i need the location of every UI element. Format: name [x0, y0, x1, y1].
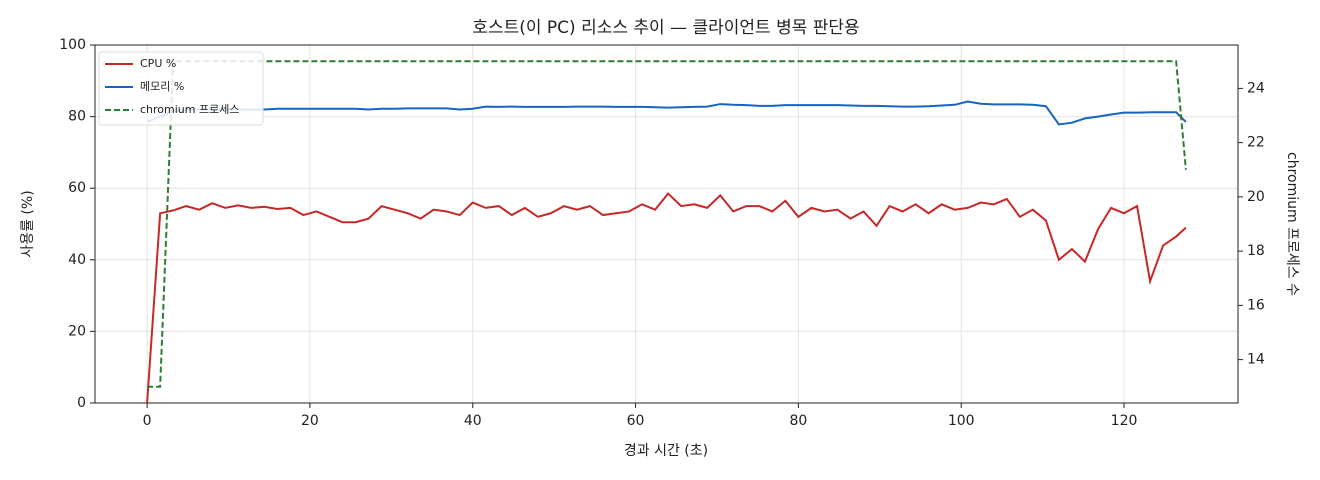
y2-tick-label: 16: [1247, 297, 1265, 313]
y-axis-label: 사용률 (%): [20, 190, 36, 257]
x-tick-label: 60: [627, 413, 645, 429]
data-line: [146, 192, 1187, 404]
y-tick-label: 100: [59, 37, 86, 53]
x-tick-label: 0: [143, 413, 152, 429]
y2-tick-label: 24: [1247, 80, 1265, 96]
y2-tick-label: 14: [1247, 352, 1265, 368]
plot-frame: [94, 44, 1239, 404]
data-line: [147, 60, 1187, 388]
legend-box: [98, 51, 264, 126]
y2-tick-label: 20: [1247, 189, 1265, 205]
chart-title: 호스트(이 PC) 리소스 추이 — 클라이언트 병목 판단용: [472, 18, 859, 38]
x-tick-label: 40: [464, 413, 482, 429]
x-tick-label: 100: [948, 413, 975, 429]
y-tick-label: 80: [68, 109, 86, 125]
x-tick-label: 20: [301, 413, 319, 429]
y-tick-label: 20: [68, 323, 86, 339]
x-tick-label: 120: [1111, 413, 1138, 429]
legend-label: chromium 프로세스: [140, 103, 239, 116]
y-tick-label: 40: [68, 252, 86, 268]
x-tick-label: 80: [789, 413, 807, 429]
legend: CPU % 메모리 % chromium 프로세스: [98, 51, 264, 126]
legend-label: 메모리 %: [140, 80, 184, 93]
y2-tick-label: 18: [1247, 243, 1265, 259]
y2-tick-label: 22: [1247, 135, 1265, 151]
y-tick-label: 60: [68, 180, 86, 196]
y-tick-label: 0: [77, 395, 86, 411]
legend-label: CPU %: [140, 57, 176, 70]
x-axis-label: 경과 시간 (초): [624, 443, 708, 459]
y2-axis-label: chromium 프로세스 수: [1284, 152, 1300, 296]
data-line: [146, 100, 1187, 126]
